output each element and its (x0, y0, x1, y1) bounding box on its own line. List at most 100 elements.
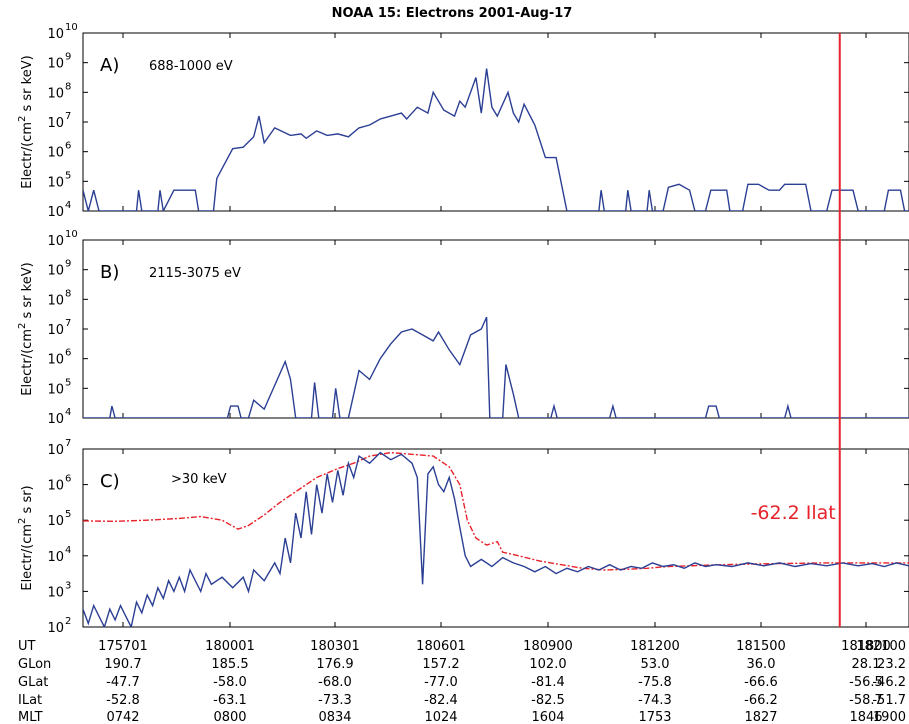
ephemeris-value: 36.0 (747, 657, 776, 672)
ephemeris-value: -63.1 (213, 693, 247, 708)
ephemeris-value: 181200 (630, 639, 680, 654)
ephemeris-row-glon: GLon 190.7 185.5 176.9 157.2 102.0 53.0 36.0 28.… (18, 657, 906, 672)
y-tick-exponent: 9 (65, 52, 71, 63)
ilat-marker-label: -62.2 Ilat (751, 502, 836, 524)
y-tick-label: 10 (47, 550, 64, 565)
energy-range-label: 688-1000 eV (149, 59, 233, 74)
ephemeris-value: 185.5 (211, 657, 248, 672)
ephemeris-value: -75.8 (638, 675, 672, 690)
ephemeris-value: 180301 (310, 639, 360, 654)
ephemeris-value: 190.7 (104, 657, 141, 672)
ephemeris-value: 175701 (98, 639, 148, 654)
y-tick-label: 10 (47, 234, 64, 249)
y-tick-label: 10 (47, 57, 64, 72)
ephemeris-value: -46.2 (872, 675, 906, 690)
y-tick-label: 10 (47, 293, 64, 308)
y-tick-exponent: 10 (65, 22, 78, 33)
flux-line (83, 68, 909, 211)
y-tick-label: 10 (47, 86, 64, 101)
panel-label: A) (100, 55, 119, 76)
ephemeris-value: 28.1 (852, 657, 881, 672)
ephemeris-value: 1846 (849, 710, 882, 724)
y-tick-label: 10 (47, 382, 64, 397)
y-axis-label: Electr/(cm2 s sr keV) (17, 55, 35, 188)
y-tick-label: 10 (47, 514, 64, 529)
y-tick-exponent: 7 (65, 318, 71, 329)
ephemeris-value: 23.2 (877, 657, 906, 672)
y-axis-label: Electr/(cm2 s sr keV) (17, 262, 35, 395)
ephemeris-value: -66.6 (744, 675, 778, 690)
ephemeris-value: 53.0 (641, 657, 670, 672)
ephemeris-value: 0742 (106, 710, 139, 724)
ephemeris-value: -56.5 (849, 675, 883, 690)
y-tick-label: 10 (47, 479, 64, 494)
ephemeris-value: -82.4 (424, 693, 458, 708)
ephemeris-value: -58.0 (213, 675, 247, 690)
ephemeris-value: 180001 (205, 639, 255, 654)
ephemeris-row-label: GLat (18, 675, 48, 690)
y-tick-label: 10 (47, 353, 64, 368)
ephemeris-value: -77.0 (424, 675, 458, 690)
ephemeris-value: 157.2 (422, 657, 459, 672)
ephemeris-value: -82.5 (531, 693, 565, 708)
ephemeris-row-label: ILat (18, 693, 42, 708)
y-tick-label: 10 (47, 323, 64, 338)
ephemeris-value: 0834 (318, 710, 351, 724)
y-tick-exponent: 3 (65, 580, 71, 591)
ephemeris-value: 181800 (841, 639, 891, 654)
ephemeris-row-ilat: ILat -52.8 -63.1 -73.3 -82.4 -82.5 -74.3 -66.2 -… (18, 693, 906, 708)
y-tick-exponent: 8 (65, 81, 71, 92)
y-tick-label: 10 (47, 205, 64, 220)
ephemeris-value: 1753 (638, 710, 671, 724)
y-tick-label: 10 (47, 116, 64, 131)
y-tick-exponent: 7 (65, 111, 71, 122)
y-tick-exponent: 2 (65, 616, 71, 627)
ephemeris-value: 181500 (736, 639, 786, 654)
ephemeris-value: -47.7 (106, 675, 140, 690)
panel-label: B) (100, 262, 119, 283)
y-tick-exponent: 7 (65, 438, 71, 449)
ephemeris-value: 182100 (856, 639, 906, 654)
ephemeris-value: 1024 (424, 710, 457, 724)
ephemeris-row-glat: GLat -47.7 -58.0 -68.0 -77.0 -81.4 -75.8 -66.6 -… (18, 675, 906, 690)
y-tick-label: 10 (47, 175, 64, 190)
chart-title: NOAA 15: Electrons 2001-Aug-17 (332, 6, 573, 21)
energy-range-label: >30 keV (171, 472, 227, 487)
ephemeris-value: 102.0 (529, 657, 566, 672)
y-tick-exponent: 4 (65, 545, 71, 556)
ephemeris-row-label: UT (18, 639, 36, 654)
ephemeris-value: -51.7 (872, 693, 906, 708)
ephemeris-value: 1604 (531, 710, 564, 724)
y-tick-exponent: 6 (65, 141, 71, 152)
ephemeris-value: 1827 (744, 710, 777, 724)
ephemeris-value: -58.7 (849, 693, 883, 708)
ephemeris-row-label: MLT (18, 710, 43, 724)
ephemeris-value: 180601 (416, 639, 466, 654)
ephemeris-value: 1900 (873, 710, 906, 724)
ephemeris-value: 180900 (523, 639, 573, 654)
y-tick-exponent: 4 (65, 407, 71, 418)
ephemeris-value: -81.4 (531, 675, 565, 690)
panel-frame (82, 448, 909, 628)
y-tick-exponent: 5 (65, 170, 71, 181)
ephemeris-row-label: GLon (18, 657, 51, 672)
ephemeris-value: 176.9 (316, 657, 353, 672)
y-tick-label: 10 (47, 27, 64, 42)
y-tick-label: 10 (47, 146, 64, 161)
ephemeris-table: UT 175701 180001 180301 180601 180900 181200 18… (18, 639, 906, 724)
energy-range-label: 2115-3075 eV (149, 266, 241, 281)
y-tick-label: 10 (47, 585, 64, 600)
y-tick-exponent: 6 (65, 474, 71, 485)
y-tick-exponent: 6 (65, 348, 71, 359)
y-tick-exponent: 8 (65, 288, 71, 299)
ephemeris-value: -74.3 (638, 693, 672, 708)
flux-line (83, 316, 909, 418)
y-axis-label: Electr/(cm2 s sr) (17, 485, 35, 590)
reference-flux-line (83, 451, 909, 571)
ephemeris-row-ut: UT 175701 180001 180301 180601 180900 181200 18… (18, 639, 906, 654)
